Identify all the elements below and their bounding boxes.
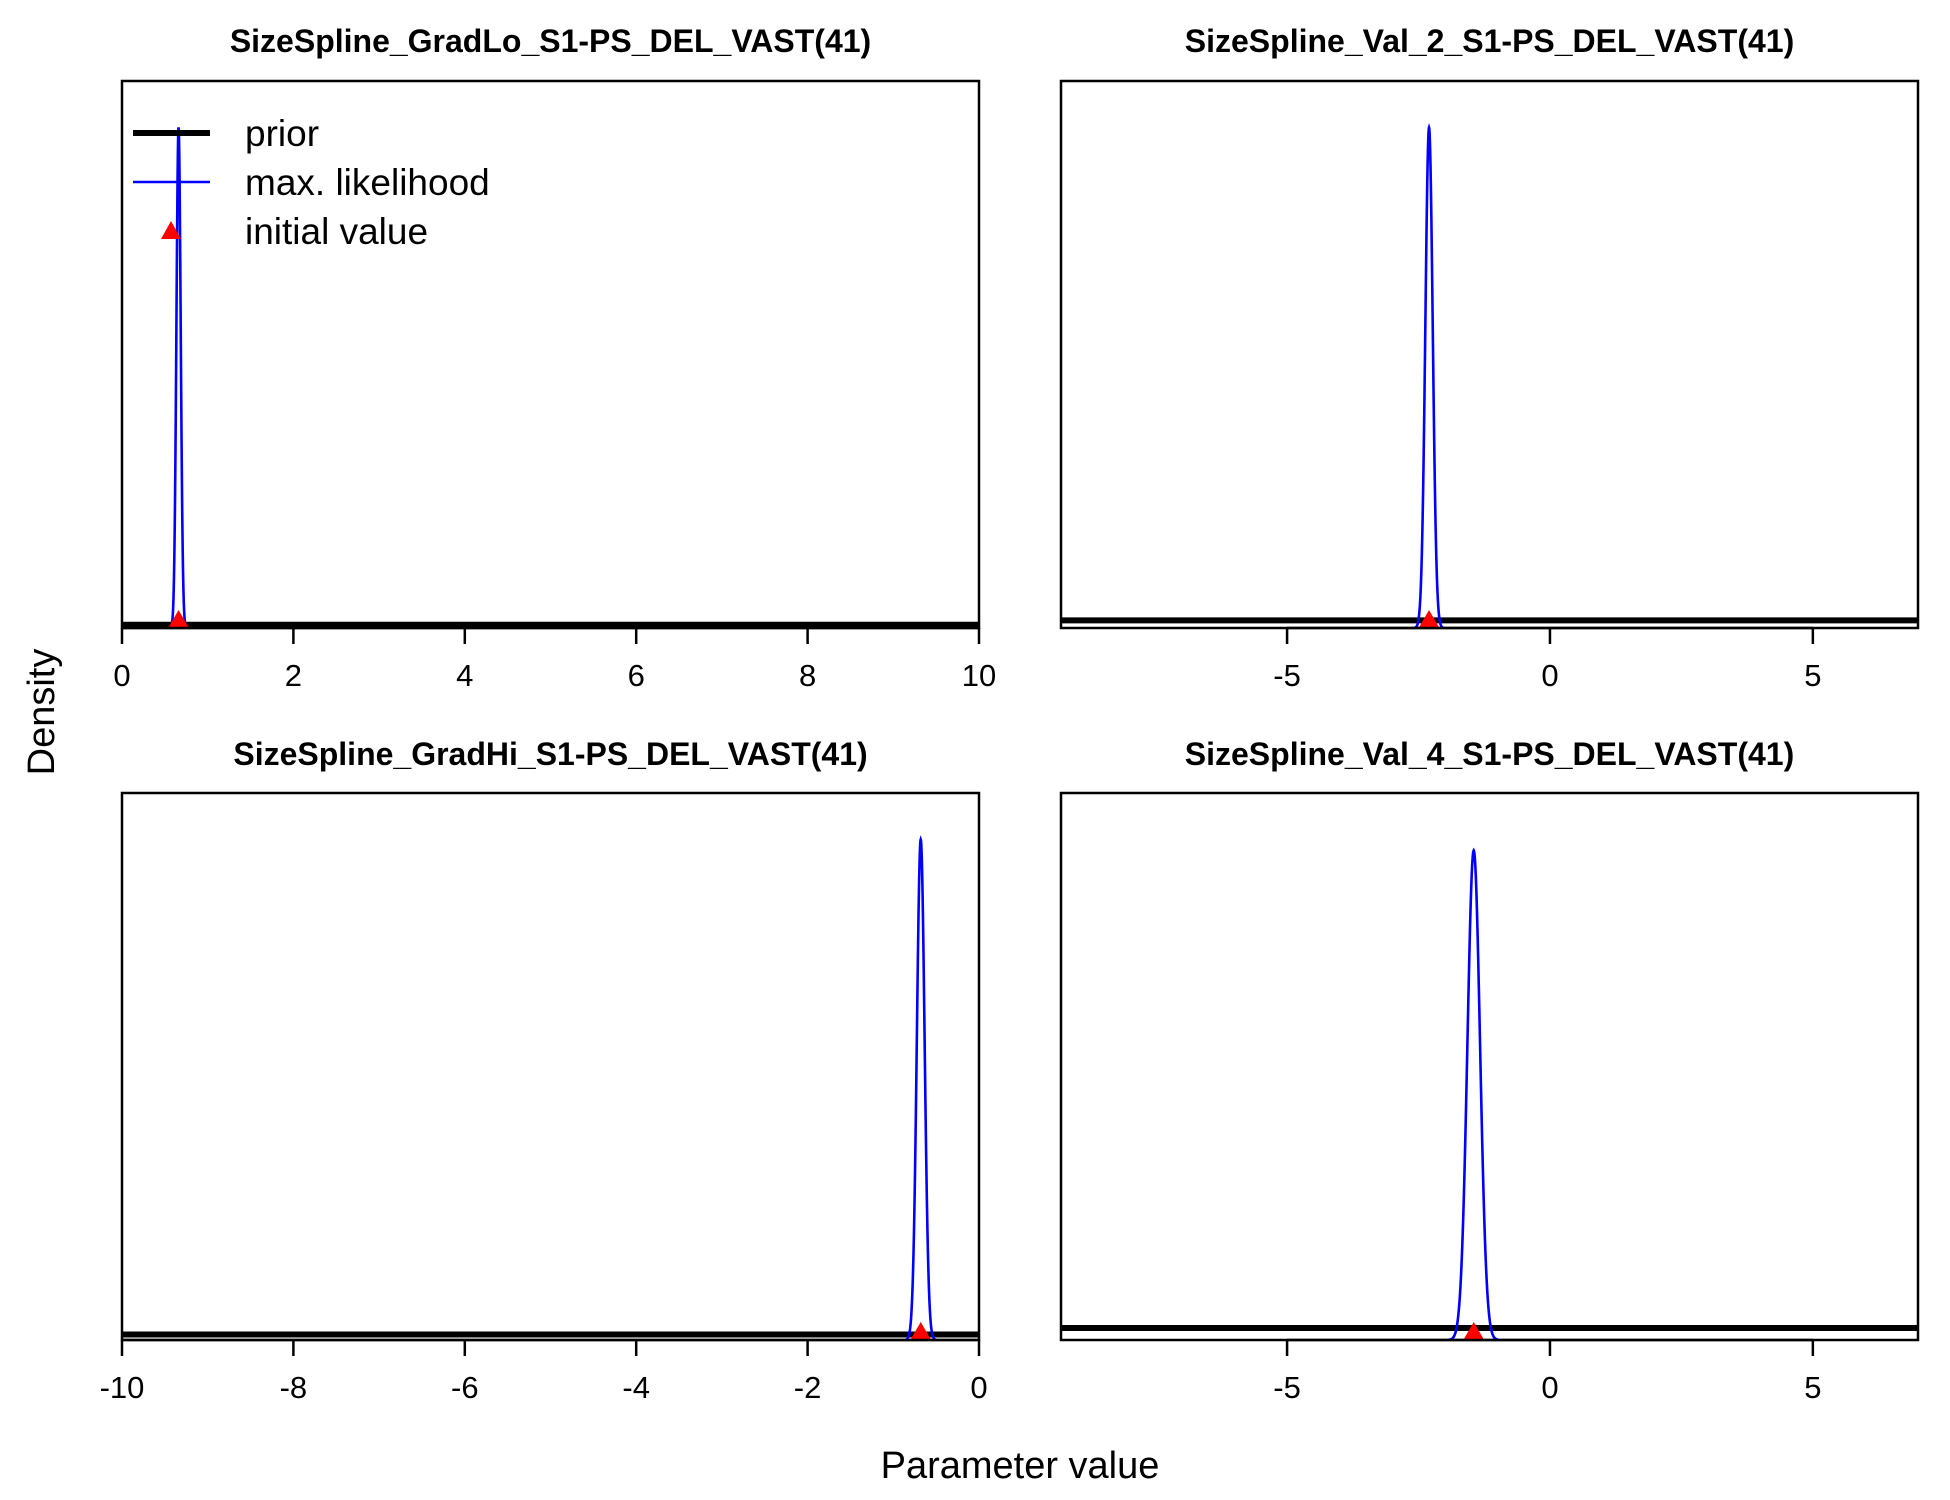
x-tick-label: 10 xyxy=(962,658,996,693)
initial-value-marker xyxy=(167,610,190,629)
x-tick-label: 5 xyxy=(1804,658,1821,693)
x-tick-label: 2 xyxy=(285,658,302,693)
panel-title: SizeSpline_GradLo_S1-PS_DEL_VAST(41) xyxy=(230,23,871,59)
x-tick-label: 8 xyxy=(799,658,816,693)
plot-frame xyxy=(120,791,981,1342)
panel-4: SizeSpline_Val_4_S1-PS_DEL_VAST(41) -5 0 5 xyxy=(1059,736,1920,1405)
x-axis: -10 -8 -6 -4 -2 0 xyxy=(100,1338,988,1405)
y-axis-label: Density xyxy=(21,649,63,776)
panel-title: SizeSpline_Val_2_S1-PS_DEL_VAST(41) xyxy=(1185,23,1794,59)
panel-title: SizeSpline_Val_4_S1-PS_DEL_VAST(41) xyxy=(1185,736,1794,772)
x-axis: -5 0 5 xyxy=(1273,626,1821,693)
legend-label: max. likelihood xyxy=(245,162,490,203)
legend-entry-2: max. likelihood xyxy=(133,162,490,203)
x-tick-label: -4 xyxy=(622,1370,650,1405)
x-tick-label: 4 xyxy=(456,658,473,693)
plot-frame xyxy=(1059,79,1920,630)
x-tick-label: 5 xyxy=(1804,1370,1821,1405)
x-tick-label: -5 xyxy=(1273,1370,1301,1405)
max-likelihood-curve xyxy=(169,127,188,630)
panel-3: SizeSpline_GradHi_S1-PS_DEL_VAST(41)-10-… xyxy=(100,736,988,1405)
x-tick-label: -10 xyxy=(100,1370,145,1405)
legend-initial-value-swatch xyxy=(161,221,181,239)
x-tick-label: -2 xyxy=(794,1370,822,1405)
initial-value-marker xyxy=(1418,610,1441,629)
x-tick-label: -6 xyxy=(451,1370,479,1405)
panel-2: SizeSpline_Val_2_S1-PS_DEL_VAST(41) -5 0 5 xyxy=(1059,23,1920,693)
legend-label: prior xyxy=(245,113,319,154)
x-tick-label: -5 xyxy=(1273,658,1301,693)
plot-frame xyxy=(1059,791,1920,1342)
panel-title: SizeSpline_GradHi_S1-PS_DEL_VAST(41) xyxy=(233,736,867,772)
max-likelihood-curve xyxy=(1448,847,1500,1342)
legend-entry-1: prior xyxy=(133,113,319,154)
panel-1: SizeSpline_GradLo_S1-PS_DEL_VAST(41) 0 2 4 6… xyxy=(113,23,996,693)
x-tick-label: 6 xyxy=(628,658,645,693)
initial-value-marker xyxy=(909,1322,932,1341)
legend-entry-3: initial value xyxy=(161,211,428,252)
x-tick-label: 0 xyxy=(970,1370,987,1405)
legend-label: initial value xyxy=(245,211,428,252)
x-tick-label: 0 xyxy=(1541,1370,1558,1405)
max-likelihood-curve xyxy=(1414,122,1444,630)
legend: prior max. likelihood initial value xyxy=(133,113,490,252)
initial-value-marker xyxy=(1462,1322,1485,1341)
x-axis-label: Parameter value xyxy=(881,1445,1160,1487)
max-likelihood-curve xyxy=(905,835,937,1342)
x-tick-label: 0 xyxy=(1541,658,1558,693)
x-axis: 0 2 4 6 8 10 xyxy=(113,626,996,693)
x-tick-label: -8 xyxy=(280,1370,308,1405)
x-tick-label: 0 xyxy=(113,658,130,693)
x-axis: -5 0 5 xyxy=(1273,1338,1821,1405)
panels: SizeSpline_GradLo_S1-PS_DEL_VAST(41) 0 2 4 6… xyxy=(100,23,1920,1405)
